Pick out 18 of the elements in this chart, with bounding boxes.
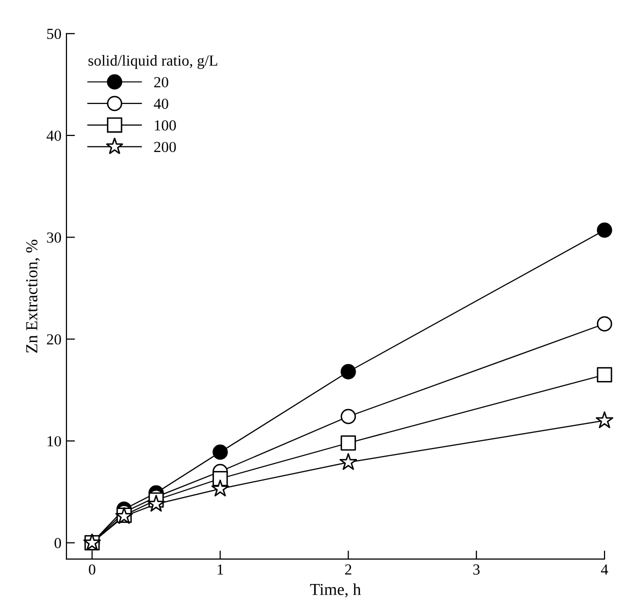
y-tick-label: 0 [54, 538, 62, 548]
y-tick-label: 40 [46, 130, 62, 141]
legend-label: 40 [154, 98, 168, 109]
x-tick-label: 0 [88, 564, 96, 575]
legend-label: 100 [154, 120, 176, 131]
y-tick-label: 30 [47, 232, 62, 243]
legend-label: 20 [154, 77, 168, 88]
x-tick-label: 1 [218, 564, 224, 575]
x-tick-label: 2 [345, 564, 352, 575]
x-tick-label: 3 [473, 564, 480, 575]
y-tick-label: 50 [47, 28, 62, 40]
y-tick-label: 10 [48, 436, 62, 446]
legend-title: solid/liquid ratio, g/L [88, 54, 218, 69]
x-tick-label: 4 [600, 564, 608, 575]
y-axis-title: Zn Extraction, % [26, 240, 40, 353]
x-axis-title: Time, h [310, 583, 361, 598]
legend-label: 200 [154, 142, 176, 152]
y-tick-label: 20 [46, 334, 62, 345]
